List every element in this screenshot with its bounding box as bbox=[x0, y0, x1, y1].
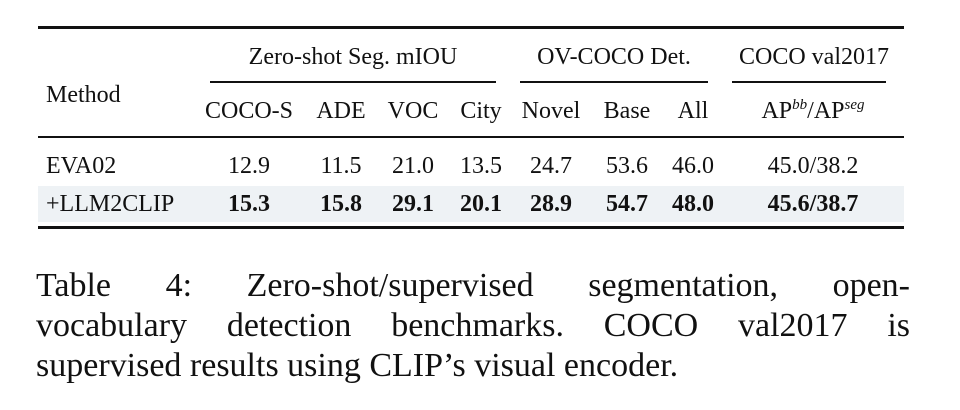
row-llm2clip-voc: 29.1 bbox=[392, 191, 434, 217]
method-header: Method bbox=[46, 82, 121, 108]
row-eva02-base: 53.6 bbox=[606, 153, 648, 179]
row-eva02-method: EVA02 bbox=[46, 153, 117, 179]
row-llm2clip-base: 54.7 bbox=[606, 191, 648, 217]
row-eva02-city: 13.5 bbox=[460, 153, 502, 179]
table-bottom-rule bbox=[38, 226, 904, 229]
row-eva02-ade: 11.5 bbox=[320, 153, 362, 179]
det-group-rule bbox=[520, 81, 708, 83]
group-header-seg: Zero-shot Seg. mIOU bbox=[248, 44, 458, 70]
subheader-ap: APbb/APseg bbox=[761, 96, 864, 126]
row-llm2clip-novel: 28.9 bbox=[530, 191, 572, 217]
caption-line-1: Table 4: Zero-shot/supervised segmentati… bbox=[36, 267, 910, 304]
group-header-det: OV-COCO Det. bbox=[537, 44, 691, 70]
subheader-all: All bbox=[677, 98, 709, 124]
group-header-coco: COCO val2017 bbox=[739, 44, 889, 70]
subheader-ade: ADE bbox=[316, 98, 366, 124]
subheader-coco-s: COCO-S bbox=[204, 98, 294, 124]
row-llm2clip-city: 20.1 bbox=[460, 191, 502, 217]
header-bottom-rule bbox=[38, 136, 904, 138]
row-eva02-voc: 21.0 bbox=[392, 153, 434, 179]
row-eva02-ap: 45.0/38.2 bbox=[767, 153, 859, 179]
subheader-voc: VOC bbox=[387, 98, 439, 124]
row-llm2clip-coco-s: 15.3 bbox=[228, 191, 270, 217]
subheader-ap-mid: /AP bbox=[807, 98, 845, 124]
subheader-ap-prefix: AP bbox=[761, 98, 793, 124]
table-caption: Table 4: Zero-shot/supervised segmentati… bbox=[36, 266, 910, 386]
subheader-novel: Novel bbox=[521, 98, 581, 124]
highlighted-row-background bbox=[38, 186, 904, 222]
table-top-rule bbox=[38, 26, 904, 29]
coco-group-rule bbox=[732, 81, 886, 83]
seg-group-rule bbox=[210, 81, 496, 83]
row-llm2clip-ap: 45.6/38.7 bbox=[767, 191, 859, 217]
subheader-ap-sup-bb: bb bbox=[792, 97, 808, 113]
subheader-ap-sup-seg: seg bbox=[844, 97, 865, 113]
caption-line-3: supervised results using CLIP’s visual e… bbox=[36, 347, 679, 384]
row-llm2clip-all: 48.0 bbox=[672, 191, 714, 217]
row-eva02-all: 46.0 bbox=[672, 153, 714, 179]
subheader-base: Base bbox=[603, 98, 651, 124]
subheader-city: City bbox=[460, 98, 502, 124]
caption-line-2: vocabulary detection benchmarks. COCO va… bbox=[36, 307, 910, 344]
row-llm2clip-ade: 15.8 bbox=[320, 191, 362, 217]
row-llm2clip-method: +LLM2CLIP bbox=[46, 191, 175, 217]
row-eva02-coco-s: 12.9 bbox=[228, 153, 270, 179]
row-eva02-novel: 24.7 bbox=[530, 153, 572, 179]
